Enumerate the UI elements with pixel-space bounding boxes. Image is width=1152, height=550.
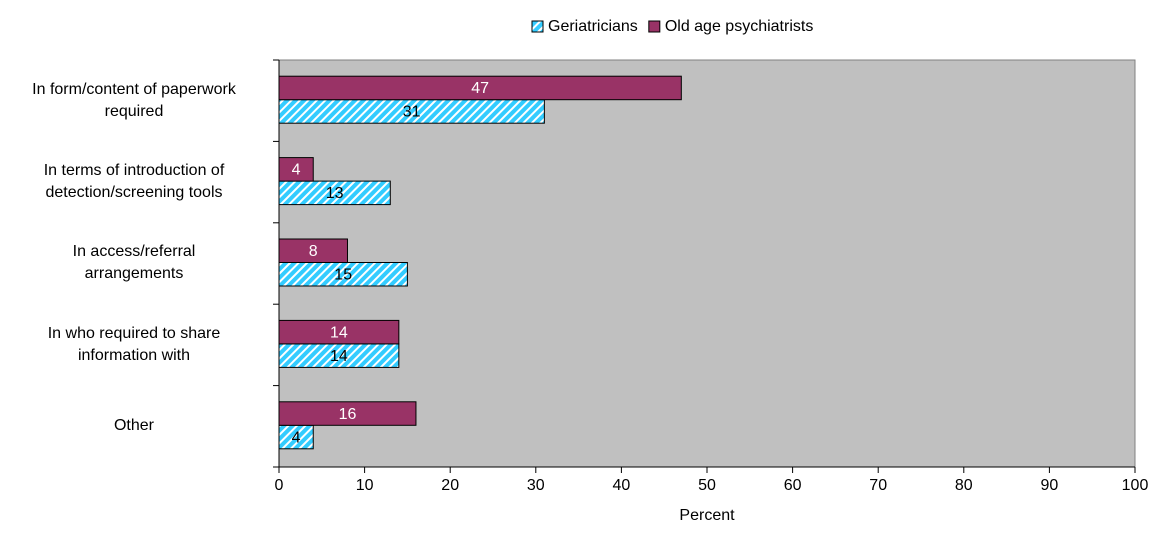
x-tick-label: 90	[1041, 477, 1059, 494]
data-label: 13	[326, 185, 344, 202]
data-label: 14	[330, 348, 348, 365]
x-tick-label: 10	[356, 477, 374, 494]
legend-swatch	[648, 20, 661, 33]
data-label: 4	[292, 429, 301, 446]
x-axis-label: Percent	[679, 507, 735, 524]
x-tick-label: 40	[613, 477, 631, 494]
data-label: 16	[339, 406, 357, 423]
x-tick-label: 100	[1122, 477, 1149, 494]
y-tick-label: In access/referral arrangements	[72, 243, 196, 283]
x-tick-label: 60	[784, 477, 802, 494]
plot-area	[278, 59, 1136, 468]
x-tick-label: 0	[275, 477, 284, 494]
bar	[278, 157, 314, 182]
x-tick-label: 50	[698, 477, 716, 494]
y-tick-label: In form/content of paperwork required	[32, 80, 236, 120]
data-label: 31	[403, 104, 421, 121]
x-tick-label: 30	[527, 477, 545, 494]
data-label: 8	[309, 243, 318, 260]
legend-label: Old age psychiatrists	[665, 18, 814, 35]
bar	[278, 180, 391, 206]
data-label: 47	[471, 80, 489, 97]
legend-swatch	[531, 20, 544, 33]
y-tick-label: In terms of introduction of detection/sc…	[43, 162, 225, 202]
bar	[278, 238, 348, 263]
y-tick-label: Other	[113, 417, 154, 435]
x-tick-label: 80	[955, 477, 973, 494]
x-tick-label: 70	[869, 477, 887, 494]
legend-label: Geriatricians	[548, 18, 638, 35]
bar	[278, 401, 417, 426]
data-label: 4	[292, 162, 301, 179]
data-label: 15	[334, 266, 352, 283]
x-tick-label: 20	[441, 477, 459, 494]
data-label: 14	[330, 324, 348, 341]
y-tick-label: In who required to share information wit…	[47, 324, 221, 364]
bar	[278, 319, 400, 345]
bar	[278, 75, 682, 101]
